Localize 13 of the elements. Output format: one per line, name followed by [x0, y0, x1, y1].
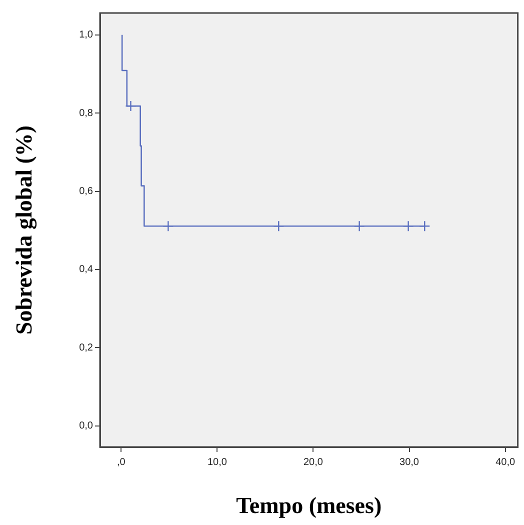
x-tick-label: 10,0 — [207, 456, 228, 468]
y-axis-title: Sobrevida global (%) — [12, 125, 38, 335]
x-tick-label: 40,0 — [496, 456, 516, 468]
x-tick-label: ,0 — [116, 456, 126, 468]
y-tick-label: 0,4 — [79, 264, 94, 276]
y-tick-label: 0,8 — [79, 108, 94, 119]
y-tick-label: 1,0 — [79, 30, 94, 41]
x-tick-label: 20,0 — [303, 456, 324, 468]
y-tick-label: 0,0 — [79, 420, 94, 432]
y-tick-label: 0,6 — [79, 186, 94, 198]
x-tick-label: 30,0 — [400, 456, 420, 468]
x-axis-title: Tempo (meses) — [236, 493, 382, 518]
y-tick-label: 0,2 — [79, 342, 94, 354]
